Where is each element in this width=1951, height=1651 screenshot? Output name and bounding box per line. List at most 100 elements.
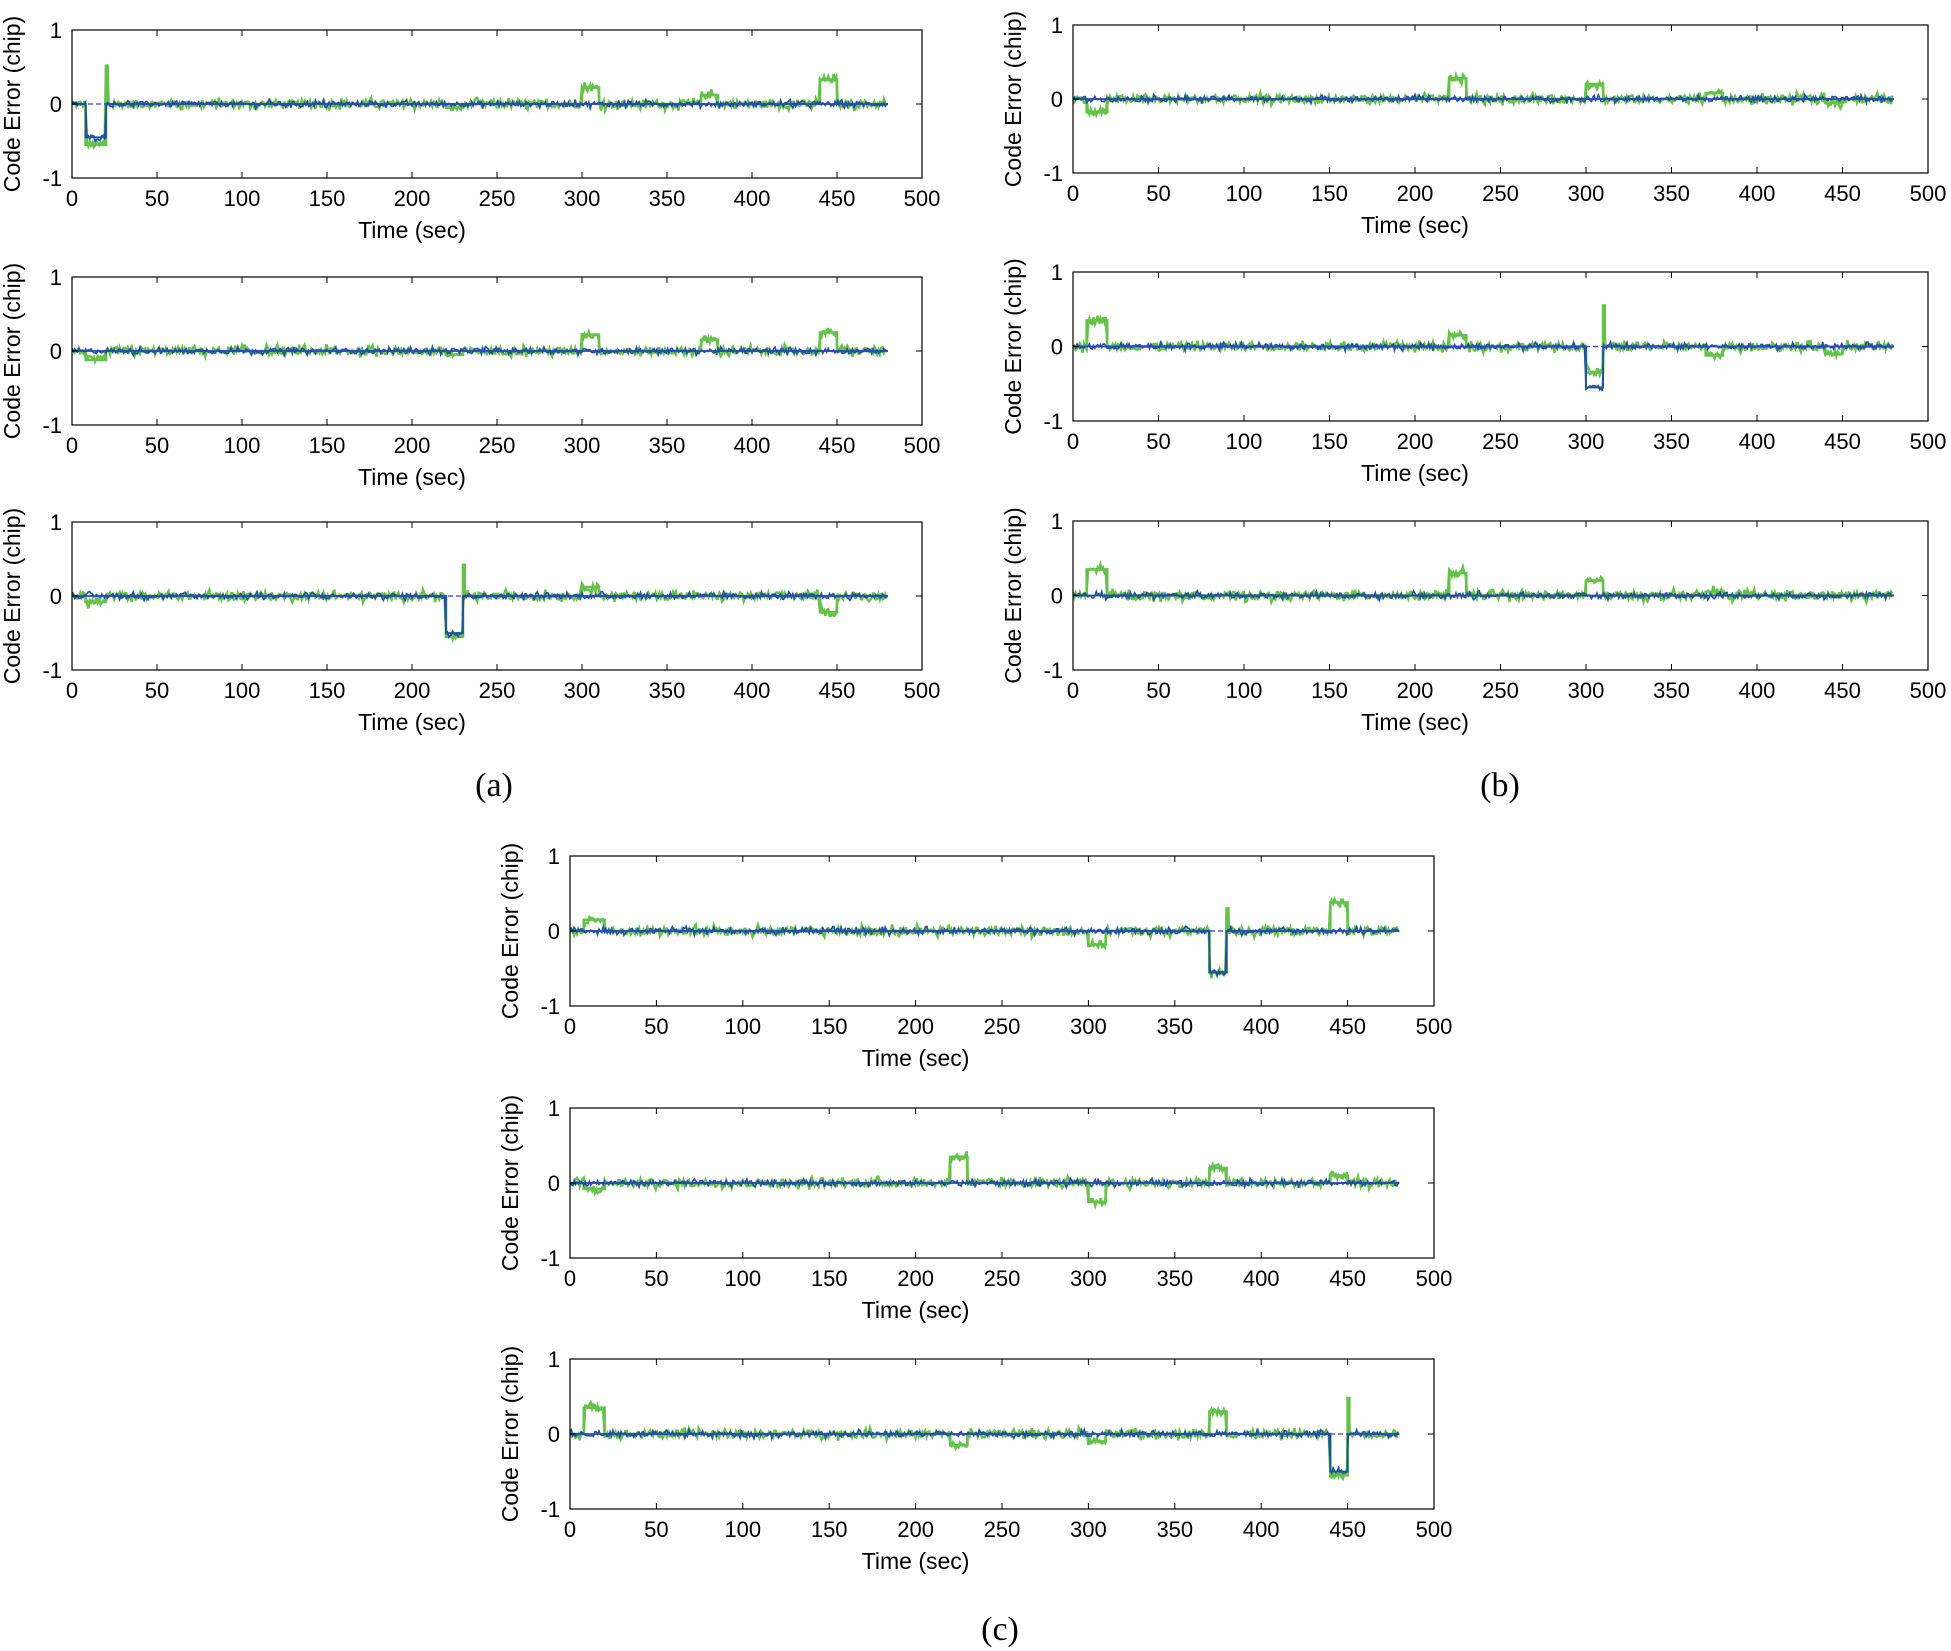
x-tick-label: 450	[819, 186, 856, 211]
x-tick-label: 350	[1653, 678, 1690, 703]
x-tick-label: 350	[1653, 429, 1690, 454]
x-tick-label: 50	[644, 1266, 668, 1291]
series-green-line	[1073, 70, 1894, 119]
y-tick-label: -1	[42, 413, 62, 438]
y-tick-label: 0	[50, 92, 62, 117]
x-tick-label: 500	[1416, 1266, 1453, 1291]
x-tick-label: 400	[1739, 181, 1776, 206]
x-tick-label: 100	[1226, 429, 1263, 454]
series-blue-line	[1073, 92, 1893, 107]
x-tick-label: 200	[897, 1014, 934, 1039]
series-blue-line	[570, 923, 1399, 979]
x-tick-label: 100	[224, 186, 261, 211]
series-green-step	[1073, 77, 1894, 114]
x-tick-label: 50	[1146, 181, 1170, 206]
y-tick-label: -1	[1043, 161, 1063, 186]
x-tick-label: 200	[394, 186, 431, 211]
x-tick-label: 150	[811, 1517, 848, 1542]
series-blue-step	[72, 595, 888, 634]
x-tick-label: 300	[564, 678, 601, 703]
x-tick-label: 0	[1067, 678, 1079, 703]
plot-data	[1073, 304, 1894, 392]
x-tick-label: 300	[1568, 429, 1605, 454]
x-tick-label: 350	[1156, 1266, 1193, 1291]
plot-data	[570, 1150, 1400, 1210]
y-tick-label: 0	[548, 919, 560, 944]
x-tick-label: 500	[904, 186, 941, 211]
x-tick-label: 50	[145, 678, 169, 703]
x-axis-label: Time (sec)	[358, 464, 466, 490]
y-axis-label: Code Error (chip)	[0, 16, 25, 192]
x-tick-label: 250	[1482, 181, 1519, 206]
plot-data	[570, 1396, 1400, 1482]
x-tick-label: 400	[1243, 1517, 1280, 1542]
x-tick-label: 500	[904, 678, 941, 703]
x-tick-label: 50	[644, 1014, 668, 1039]
x-axis-label: Time (sec)	[862, 1045, 970, 1071]
y-tick-label: 1	[548, 1347, 560, 1372]
x-tick-label: 150	[811, 1014, 848, 1039]
caption-3: (c)	[981, 1611, 1019, 1648]
x-tick-label: 400	[1243, 1014, 1280, 1039]
x-tick-label: 500	[1416, 1014, 1453, 1039]
y-tick-label: 0	[1051, 87, 1063, 112]
x-tick-label: 150	[1311, 181, 1348, 206]
x-tick-label: 200	[897, 1517, 934, 1542]
x-tick-label: 200	[394, 433, 431, 458]
x-tick-label: 300	[1568, 678, 1605, 703]
y-tick-label: 0	[1051, 584, 1063, 609]
x-tick-label: 150	[1311, 429, 1348, 454]
x-tick-label: 350	[1156, 1517, 1193, 1542]
y-axis-label: Code Error (chip)	[497, 1095, 523, 1271]
series-green-step	[72, 563, 888, 639]
y-tick-label: -1	[540, 994, 560, 1019]
x-tick-label: 400	[734, 186, 771, 211]
caption-2: (b)	[1480, 767, 1520, 804]
x-tick-label: 450	[1824, 678, 1861, 703]
x-tick-label: 350	[1156, 1014, 1193, 1039]
x-tick-label: 250	[984, 1266, 1021, 1291]
y-tick-label: 0	[548, 1422, 560, 1447]
x-axis-label: Time (sec)	[862, 1297, 970, 1323]
x-tick-label: 150	[309, 433, 346, 458]
series-blue-step	[72, 103, 888, 139]
plot-data	[1073, 559, 1894, 607]
x-tick-label: 400	[734, 433, 771, 458]
y-tick-label: 1	[1051, 260, 1063, 285]
x-tick-label: 500	[1910, 429, 1947, 454]
y-tick-label: 1	[50, 510, 62, 535]
x-tick-label: 500	[1910, 678, 1947, 703]
y-axis-label: Code Error (chip)	[497, 1346, 523, 1522]
y-tick-label: -1	[1043, 658, 1063, 683]
x-tick-label: 450	[1329, 1517, 1366, 1542]
x-tick-label: 350	[1653, 181, 1690, 206]
y-axis-label: Code Error (chip)	[1000, 11, 1026, 187]
series-blue-line	[72, 96, 888, 144]
y-axis-label: Code Error (chip)	[0, 508, 25, 684]
x-tick-label: 100	[1226, 181, 1263, 206]
x-tick-label: 400	[734, 678, 771, 703]
y-tick-label: 1	[50, 18, 62, 43]
x-tick-label: 400	[1739, 678, 1776, 703]
x-tick-label: 350	[649, 678, 686, 703]
x-tick-label: 200	[1397, 678, 1434, 703]
x-tick-label: 450	[819, 678, 856, 703]
x-tick-label: 200	[1397, 429, 1434, 454]
x-tick-label: 500	[1416, 1517, 1453, 1542]
y-tick-label: -1	[540, 1246, 560, 1271]
x-tick-label: 150	[1311, 678, 1348, 703]
x-tick-label: 500	[1910, 181, 1947, 206]
x-tick-label: 350	[649, 186, 686, 211]
y-tick-label: 0	[50, 339, 62, 364]
x-axis-label: Time (sec)	[1361, 460, 1469, 486]
y-tick-label: -1	[42, 166, 62, 191]
plot-data	[1073, 70, 1894, 119]
x-tick-label: 50	[644, 1517, 668, 1542]
x-tick-label: 400	[1739, 429, 1776, 454]
x-tick-label: 300	[564, 433, 601, 458]
